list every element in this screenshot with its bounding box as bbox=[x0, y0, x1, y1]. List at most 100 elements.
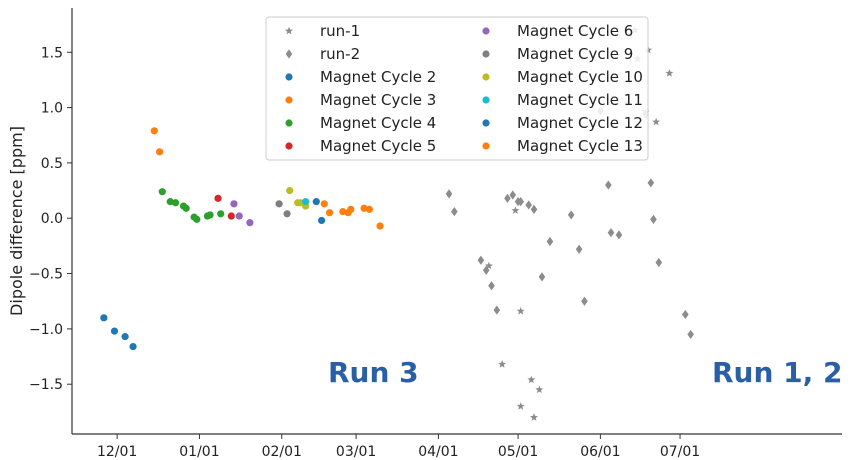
point-magnet-cycle-5 bbox=[227, 212, 235, 220]
point-run-1 bbox=[535, 385, 544, 394]
y-axis-label: Dipole difference [ppm] bbox=[7, 126, 26, 316]
point-magnet-cycle-4 bbox=[217, 210, 225, 218]
point-run-2 bbox=[538, 272, 546, 282]
point-magnet-cycle-3 bbox=[150, 127, 158, 135]
point-run-2 bbox=[607, 228, 615, 238]
point-magnet-cycle-13 bbox=[320, 200, 328, 208]
point-magnet-cycle-4 bbox=[182, 204, 190, 212]
point-magnet-cycle-3 bbox=[156, 148, 164, 156]
point-magnet-cycle-10 bbox=[286, 186, 294, 195]
point-magnet-cycle-2 bbox=[129, 342, 137, 351]
y-ticks: −1.5 −1.0 −0.5 0.0 0.5 1.0 1.5 bbox=[29, 45, 72, 393]
point-magnet-cycle-2 bbox=[100, 314, 108, 322]
legend-label: Magnet Cycle 6 bbox=[517, 22, 633, 40]
legend-marker bbox=[482, 119, 490, 127]
point-magnet-cycle-2 bbox=[110, 327, 119, 335]
legend-marker bbox=[482, 96, 490, 104]
y-tick-label: −0.5 bbox=[29, 267, 63, 283]
legend-marker bbox=[285, 142, 293, 150]
point-run-1 bbox=[511, 206, 520, 214]
x-tick-label: 07/01 bbox=[660, 444, 700, 460]
legend-marker bbox=[285, 96, 293, 104]
point-run-2 bbox=[581, 296, 588, 306]
legend-label: Magnet Cycle 11 bbox=[517, 91, 643, 109]
point-magnet-cycle-6 bbox=[235, 212, 243, 220]
x-tick-label: 12/01 bbox=[97, 444, 137, 460]
legend-label: Magnet Cycle 12 bbox=[517, 114, 643, 132]
x-tick-label: 02/01 bbox=[262, 444, 302, 460]
point-magnet-cycle-2 bbox=[121, 333, 129, 341]
point-magnet-cycle-12 bbox=[312, 198, 320, 206]
legend-marker bbox=[285, 119, 293, 127]
point-run-2 bbox=[546, 236, 554, 247]
point-run-2 bbox=[655, 257, 663, 268]
x-tick-label: 03/01 bbox=[336, 444, 376, 460]
point-run-1 bbox=[527, 375, 536, 384]
y-tick-label: 1.0 bbox=[41, 101, 63, 117]
point-run-1 bbox=[652, 117, 661, 126]
point-run-2 bbox=[650, 214, 657, 224]
point-run-2 bbox=[682, 309, 689, 320]
legend-marker bbox=[482, 73, 490, 81]
point-run-1 bbox=[498, 360, 507, 368]
point-magnet-cycle-9 bbox=[275, 200, 283, 208]
legend-label: Magnet Cycle 9 bbox=[517, 45, 633, 63]
point-magnet-cycle-4 bbox=[158, 188, 166, 196]
point-run-2 bbox=[567, 210, 575, 220]
legend-label: Magnet Cycle 3 bbox=[320, 91, 436, 109]
annotation-run3: Run 3 bbox=[328, 356, 419, 389]
point-magnet-cycle-13 bbox=[325, 209, 334, 217]
x-tick-label: 06/01 bbox=[580, 444, 620, 460]
point-run-2 bbox=[477, 255, 485, 265]
point-run-1 bbox=[484, 261, 493, 270]
y-tick-label: 0.0 bbox=[41, 211, 63, 227]
point-magnet-cycle-4 bbox=[193, 215, 201, 223]
legend-marker bbox=[285, 49, 293, 59]
point-run-2 bbox=[488, 281, 495, 291]
point-run-2 bbox=[687, 329, 694, 340]
annotation-run12: Run 1, 2 bbox=[712, 356, 843, 389]
legend-marker bbox=[482, 50, 490, 58]
point-magnet-cycle-13 bbox=[376, 222, 384, 230]
legend-label: run-2 bbox=[320, 45, 360, 63]
point-magnet-cycle-12 bbox=[317, 216, 326, 225]
point-run-2 bbox=[451, 206, 458, 217]
y-tick-label: −1.5 bbox=[29, 377, 63, 393]
point-run-2 bbox=[482, 265, 490, 275]
point-magnet-cycle-13 bbox=[347, 205, 355, 213]
legend-label: Magnet Cycle 10 bbox=[517, 68, 643, 86]
legend-box bbox=[265, 16, 649, 161]
point-run-1 bbox=[516, 307, 525, 315]
point-magnet-cycle-13 bbox=[365, 205, 373, 213]
legend-label: Magnet Cycle 4 bbox=[320, 114, 436, 132]
legend-marker bbox=[285, 73, 293, 81]
point-run-2 bbox=[504, 193, 511, 203]
point-magnet-cycle-11 bbox=[302, 198, 310, 206]
legend-marker bbox=[285, 26, 293, 35]
x-tick-label: 04/01 bbox=[418, 444, 458, 460]
point-magnet-cycle-6 bbox=[230, 200, 238, 208]
legend: run-1 run-2 Magnet Cycle 2 Magnet Cycle 3 Ma… bbox=[265, 16, 649, 161]
point-run-1 bbox=[516, 402, 525, 410]
legend-label: Magnet Cycle 5 bbox=[320, 137, 436, 155]
legend-label: Magnet Cycle 13 bbox=[517, 137, 643, 155]
point-magnet-cycle-4 bbox=[206, 211, 214, 219]
x-tick-label: 01/01 bbox=[179, 444, 219, 460]
point-run-2 bbox=[605, 180, 612, 190]
point-run-2 bbox=[517, 197, 525, 207]
x-ticks: 12/01 01/01 02/01 03/01 04/01 05/01 06/01 07/01 bbox=[97, 434, 700, 460]
point-run-2 bbox=[615, 230, 623, 240]
legend-marker bbox=[482, 142, 490, 150]
x-tick-label: 05/01 bbox=[498, 444, 538, 460]
y-tick-label: 0.5 bbox=[41, 156, 63, 172]
point-run-2 bbox=[647, 178, 655, 188]
legend-marker bbox=[482, 27, 490, 35]
y-tick-label: −1.0 bbox=[29, 322, 63, 338]
legend-label: Magnet Cycle 2 bbox=[320, 68, 436, 86]
point-run-2 bbox=[530, 204, 538, 214]
point-run-2 bbox=[445, 189, 453, 199]
point-run-2 bbox=[493, 305, 501, 315]
point-magnet-cycle-5 bbox=[214, 194, 222, 202]
axes bbox=[71, 8, 842, 435]
